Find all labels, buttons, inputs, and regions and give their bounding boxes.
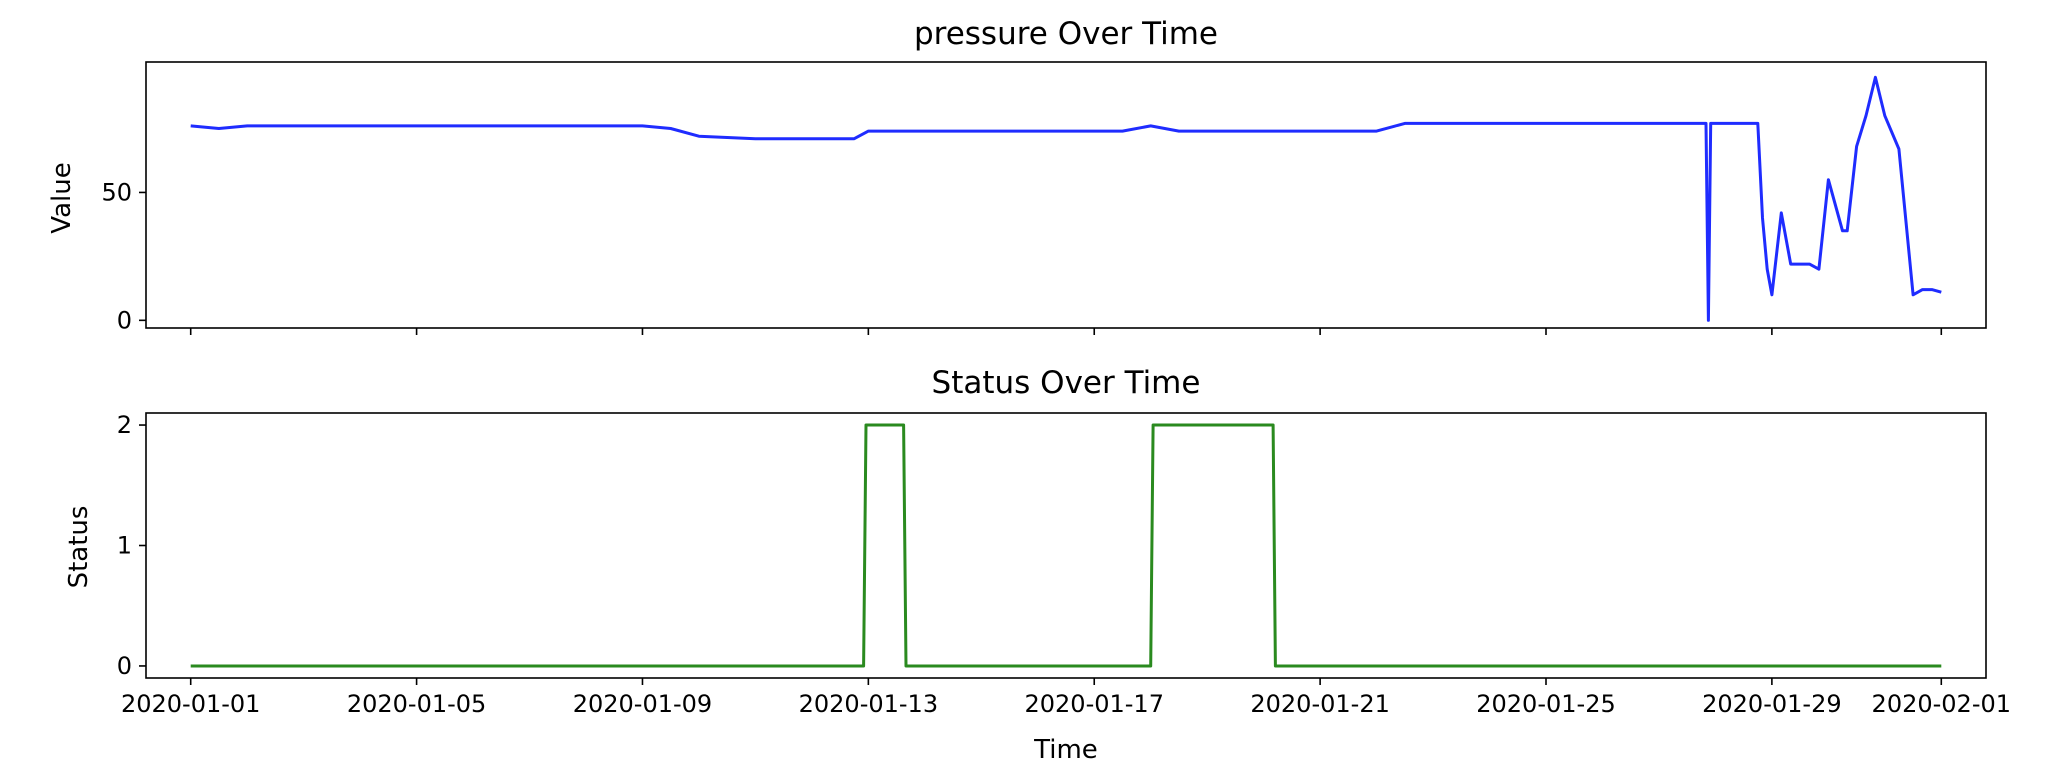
pressure-y-tick-label-1: 50 [101,178,132,206]
pressure-axis-ticks: 0 50 [101,178,1943,335]
pressure-chart-title: pressure Over Time [914,16,1218,52]
status-x-tick-label-7: 2020-01-29 [1702,690,1841,718]
status-y-axis-label: Status [64,506,94,589]
status-series-line [190,423,1942,668]
status-chart: Status Over Time Status 2020-01-01 2020-0… [64,365,2011,765]
status-chart-title: Status Over Time [932,365,1201,401]
status-y-tick-label-2: 2 [117,411,132,439]
pressure-y-tick-label-0: 0 [117,306,132,334]
status-x-tick-label-3: 2020-01-13 [799,690,938,718]
status-x-tick-label-5: 2020-01-21 [1250,690,1389,718]
status-x-tick-label-1: 2020-01-05 [347,690,486,718]
status-x-tick-label-6: 2020-01-25 [1476,690,1615,718]
status-y-tick-label-0: 0 [117,652,132,680]
pressure-series-line [190,75,1942,322]
status-axis-ticks: 2020-01-01 2020-01-05 2020-01-09 2020-01-13… [117,411,2011,718]
status-x-axis-label: Time [1033,735,1098,765]
status-x-tick-label-4: 2020-01-17 [1024,690,1163,718]
pressure-plot-frame [145,61,1987,329]
status-x-tick-label-2: 2020-01-09 [573,690,712,718]
pressure-y-axis-label: Value [47,162,77,233]
status-x-tick-label-8: 2020-02-01 [1872,690,2011,718]
pressure-chart: pressure Over Time Value 0 50 [47,16,1987,335]
status-x-tick-label-0: 2020-01-01 [121,690,260,718]
status-y-tick-label-1: 1 [117,532,132,560]
status-plot-frame [145,412,1987,679]
